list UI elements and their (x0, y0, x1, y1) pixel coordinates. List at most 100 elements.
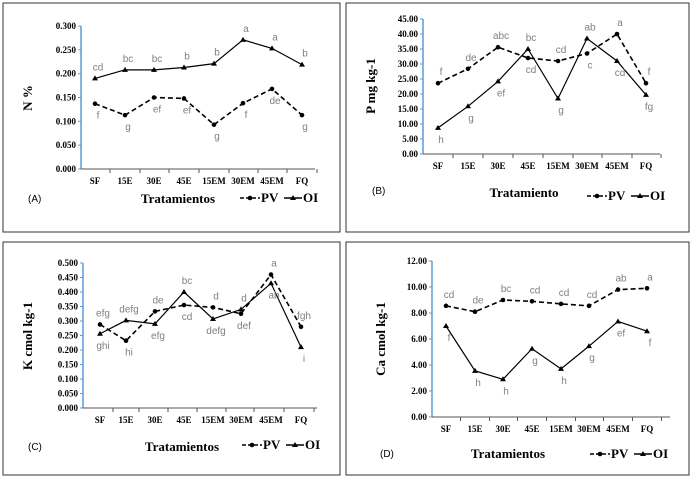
y-tick-label: 35.00 (398, 44, 419, 54)
data-point-pv (122, 112, 128, 118)
significance-letter: bc (526, 33, 537, 44)
x-tick-label: FQ (295, 415, 308, 425)
panel-label: (C) (28, 442, 42, 453)
y-tick-label: 0.350 (58, 302, 79, 312)
y-tick-label: 25.00 (398, 74, 419, 84)
series-line-pv (94, 87, 303, 126)
data-point-pv (211, 122, 217, 127)
y-tick-label: 10.00 (398, 119, 419, 129)
data-point-oi (500, 376, 506, 382)
data-point-pv (465, 66, 471, 72)
chart-panel-c: 0.000 0.050 0.100 0.150 0.200 0.250 0.300 0.350… (2, 241, 341, 476)
chart-panel-d: 0.00 2.00 4.00 6.00 8.00 10.00 12.00 SF 15E 30E 45… (345, 241, 690, 476)
significance-letter: f (245, 110, 248, 121)
data-point-pv (443, 303, 449, 309)
panel-label: (D) (380, 449, 394, 460)
significance-letter: cd (182, 312, 193, 323)
x-tick-label: 30E (146, 176, 161, 186)
x-tick-label: 15EM (546, 161, 570, 171)
data-point-pv (181, 302, 187, 308)
significance-letter: abc (493, 31, 509, 42)
data-point-pv (584, 51, 590, 56)
significance-letter: h (475, 378, 481, 389)
x-axis-title: Tratamiento (489, 185, 558, 200)
data-point-pv (495, 44, 501, 50)
legend-label-pv: PV (263, 437, 281, 452)
significance-letter: bc (501, 284, 512, 295)
data-point-oi (210, 315, 216, 321)
significance-letter: de (152, 295, 164, 306)
data-point-oi (586, 343, 592, 349)
x-tick-label: 45EM (260, 176, 284, 186)
y-tick-label: 6.00 (411, 334, 427, 344)
significance-letter: i (303, 354, 305, 365)
significance-letter: f (648, 67, 651, 78)
x-tick-label: 45E (176, 176, 191, 186)
data-point-pv (525, 55, 531, 61)
series-line-oi (437, 37, 647, 129)
significance-letter: g (532, 356, 538, 367)
significance-letter: bc (123, 54, 134, 65)
significance-letter: cd (615, 68, 626, 79)
x-tick-label: 30E (490, 161, 505, 171)
data-point-oi (151, 66, 157, 72)
significance-letter: ab (268, 290, 280, 301)
x-tick-label: 15E (467, 424, 482, 434)
data-point-oi (615, 318, 621, 324)
significance-letter: ab (584, 23, 596, 34)
data-point-pv (643, 80, 649, 86)
x-axis-title: Tratamientos (471, 446, 545, 461)
y-tick-label: 0.150 (56, 93, 77, 103)
data-point-pv (268, 272, 274, 277)
y-axis-title: K cmol kg-1 (20, 302, 35, 370)
significance-letter: f (649, 338, 652, 349)
legend-label-pv: PV (608, 188, 626, 203)
legend-label-oi: OI (653, 446, 668, 461)
series-line-pv (445, 287, 648, 313)
significance-letter: fgh (297, 311, 311, 322)
legend-label-pv: PV (611, 446, 629, 461)
legend: PV OI (240, 190, 318, 205)
data-point-oi (435, 124, 441, 130)
series-line-pv (437, 32, 647, 84)
y-tick-label: 45.00 (398, 14, 419, 24)
significance-letter: ef (153, 105, 162, 116)
y-tick-label: 5.00 (402, 134, 418, 144)
panel-label: (A) (28, 194, 41, 205)
data-point-pv (555, 58, 561, 64)
x-tick-label: 15E (460, 161, 475, 171)
legend-marker-oi (290, 195, 296, 200)
y-axis-title: Ca cmol kg-1 (373, 302, 388, 376)
significance-letter: d (241, 293, 247, 304)
panel-border (345, 2, 690, 233)
significance-letter: de (465, 53, 477, 64)
data-point-pv (298, 324, 304, 330)
data-point-pv (269, 86, 275, 92)
data-point-oi (97, 330, 103, 336)
significance-letter: de (269, 96, 281, 107)
x-tick-label: 30E (495, 424, 510, 434)
data-point-pv (210, 305, 216, 310)
y-tick-label: 0.450 (58, 273, 79, 283)
data-point-pv (151, 95, 157, 100)
x-tick-label: SF (441, 424, 452, 434)
data-point-oi (269, 45, 275, 51)
data-point-pv (181, 96, 187, 101)
data-point-oi (238, 306, 244, 312)
data-point-pv (472, 309, 478, 315)
data-point-pv (97, 322, 103, 327)
significance-letter: hi (125, 348, 133, 359)
data-point-pv (299, 112, 305, 118)
data-point-oi (529, 345, 535, 351)
legend-label-pv: PV (261, 190, 279, 205)
x-tick-label: 45E (176, 415, 191, 425)
significance-letter: cd (530, 285, 541, 296)
data-point-oi (181, 64, 187, 70)
x-axis-title: Tratamientos (141, 191, 215, 206)
data-point-oi (240, 36, 246, 42)
significance-letter: cd (559, 288, 570, 299)
chart-panel-a: 0.000 0.050 0.100 0.150 0.200 0.250 0.300 SF 15E… (2, 2, 341, 233)
significance-letter: de (472, 296, 484, 307)
y-tick-label: 15.00 (398, 104, 419, 114)
